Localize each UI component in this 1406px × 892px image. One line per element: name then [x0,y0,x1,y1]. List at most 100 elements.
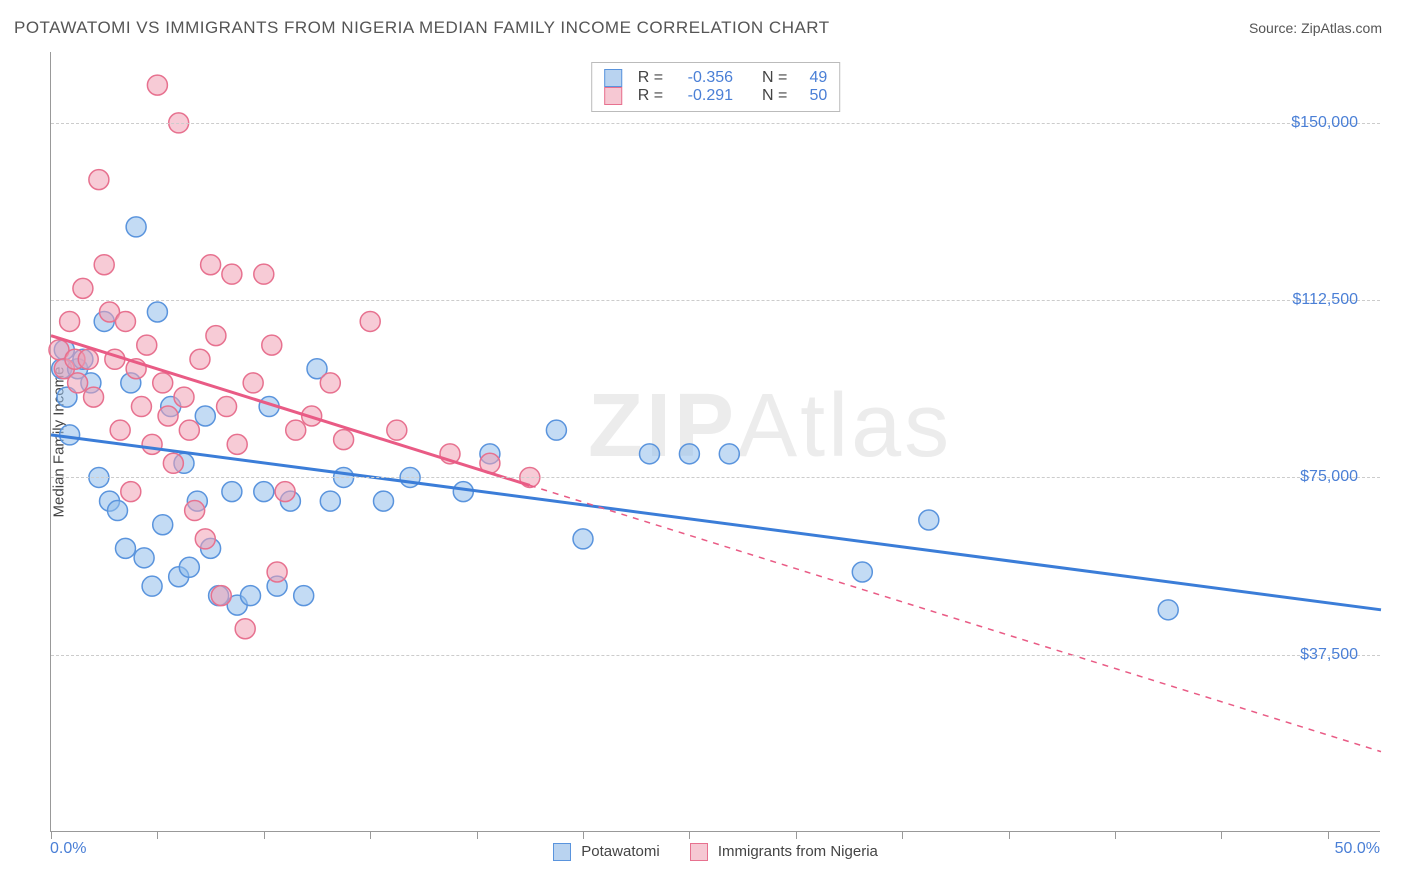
data-point [121,482,141,502]
data-point [217,397,237,417]
data-point [222,264,242,284]
data-point [142,434,162,454]
x-tick [796,831,797,839]
data-point [320,491,340,511]
source-label: Source: [1249,20,1297,36]
x-tick [1009,831,1010,839]
y-tick-label: $150,000 [1291,114,1358,132]
header-row: POTAWATOMI VS IMMIGRANTS FROM NIGERIA ME… [14,18,1382,38]
n-label-b: N = [762,87,787,105]
data-point [94,255,114,275]
data-point [190,349,210,369]
x-tick [1221,831,1222,839]
data-point [235,619,255,639]
data-point [142,576,162,596]
data-point [158,406,178,426]
data-point [163,453,183,473]
data-point [275,482,295,502]
data-point [320,373,340,393]
data-point [68,373,88,393]
data-point [153,373,173,393]
x-tick [51,831,52,839]
data-point [153,515,173,535]
trend-line [51,336,530,486]
data-point [179,557,199,577]
data-point [286,420,306,440]
plot-area: Median Family Income ZIPAtlas R = -0.356… [50,52,1380,832]
data-point [195,529,215,549]
data-point [1158,600,1178,620]
correlation-row-b: R = -0.291 N = 50 [604,87,828,105]
x-tick [370,831,371,839]
data-point [387,420,407,440]
data-point [453,482,473,502]
trend-line [51,435,1381,610]
source-link[interactable]: ZipAtlas.com [1301,20,1382,36]
data-point [115,538,135,558]
data-point [374,491,394,511]
data-point [115,311,135,331]
swatch-b [604,87,622,105]
data-point [84,387,104,407]
data-point [243,373,263,393]
correlation-legend: R = -0.356 N = 49 R = -0.291 N = 50 [591,62,841,112]
x-tick [157,831,158,839]
n-label-a: N = [762,69,787,87]
data-point [89,170,109,190]
data-point [134,548,154,568]
x-tick [1328,831,1329,839]
x-tick [689,831,690,839]
data-point [131,397,151,417]
data-point [919,510,939,530]
x-max-label: 50.0% [1335,840,1380,858]
data-point [852,562,872,582]
data-point [137,335,157,355]
data-point [262,335,282,355]
gridline-h [51,477,1380,478]
data-point [110,420,130,440]
r-label-a: R = [638,69,663,87]
r-label-b: R = [638,87,663,105]
data-point [640,444,660,464]
data-point [222,482,242,502]
x-min-label: 0.0% [50,840,86,858]
n-value-a: 49 [797,69,827,87]
data-point [174,387,194,407]
data-point [185,501,205,521]
x-tick [583,831,584,839]
swatch-a [604,69,622,87]
data-point [73,278,93,298]
data-point [254,482,274,502]
x-tick [264,831,265,839]
data-point [573,529,593,549]
data-point [179,420,199,440]
r-value-a: -0.356 [673,69,733,87]
data-point [147,302,167,322]
data-point [334,430,354,450]
data-point [546,420,566,440]
data-point [195,406,215,426]
data-point [241,586,261,606]
x-tick [1115,831,1116,839]
correlation-row-a: R = -0.356 N = 49 [604,69,828,87]
chart-title: POTAWATOMI VS IMMIGRANTS FROM NIGERIA ME… [14,18,830,38]
r-value-b: -0.291 [673,87,733,105]
trend-line-dashed [530,485,1381,751]
source-attribution: Source: ZipAtlas.com [1249,20,1382,36]
data-point [227,434,247,454]
data-point [719,444,739,464]
y-tick-label: $75,000 [1300,468,1358,486]
data-point [254,264,274,284]
data-point [679,444,699,464]
data-point [147,75,167,95]
n-value-b: 50 [797,87,827,105]
x-tick [902,831,903,839]
data-point [60,311,80,331]
data-point [60,425,80,445]
data-point [126,217,146,237]
data-point [211,586,231,606]
data-point [108,501,128,521]
gridline-h [51,123,1380,124]
data-point [360,311,380,331]
plot-svg [51,52,1380,831]
